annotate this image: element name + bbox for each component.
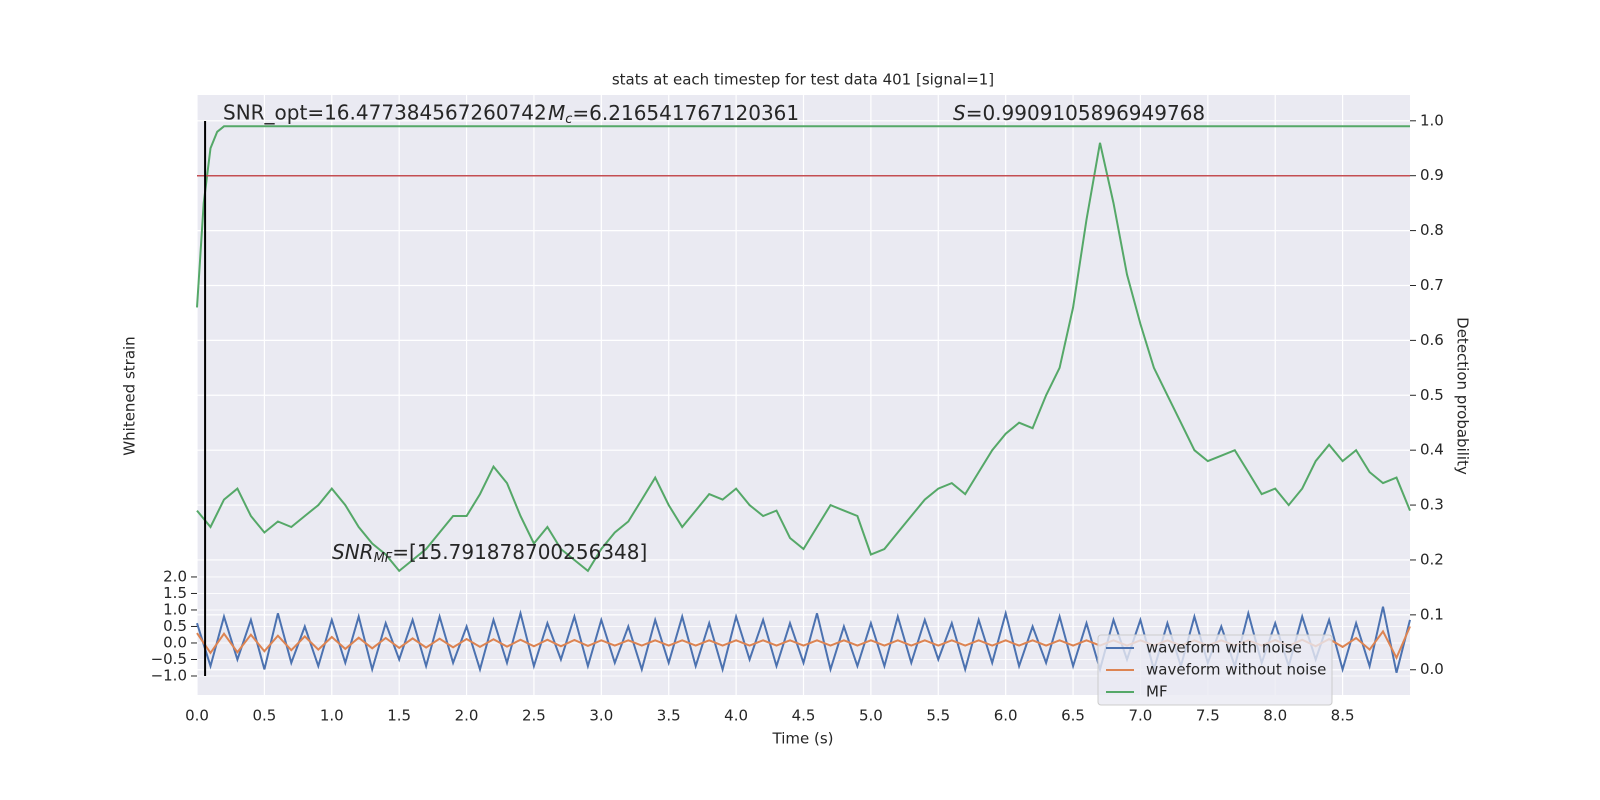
y-tick-label: 0.5: [163, 617, 187, 635]
y-tick-label: −1.0: [151, 666, 187, 684]
y2-tick-label: 0.8: [1420, 221, 1444, 239]
annotation-text: =0.9909105896949768: [966, 101, 1205, 125]
x-tick-label: 5.5: [926, 707, 950, 725]
y2-tick-label: 0.1: [1420, 605, 1444, 623]
x-tick-label: 4.0: [724, 707, 748, 725]
x-tick-label: 2.5: [522, 707, 546, 725]
series-line: [196, 125, 1410, 308]
annotation-symbol: M: [548, 101, 565, 125]
y2-tick-label: 0.9: [1420, 166, 1444, 184]
y2-tick-label: 0.4: [1420, 441, 1444, 459]
x-tick-label: 8.0: [1263, 707, 1287, 725]
y2-tick-label: 0.7: [1420, 276, 1444, 294]
annotation: SNRMF=[15.791878700256348]: [332, 540, 647, 566]
x-tick-label: 2.0: [455, 707, 479, 725]
annotation-subscript: c: [565, 112, 572, 127]
x-tick-label: 3.5: [657, 707, 681, 725]
y2-tick-label: 1.0: [1420, 111, 1444, 129]
y-axis-label: Whitened strain: [121, 336, 139, 455]
x-tick-label: 1.0: [320, 707, 344, 725]
x-tick-label: 7.5: [1196, 707, 1220, 725]
y2-axis-label: Detection probability: [1454, 317, 1472, 475]
x-tick-label: 6.0: [994, 707, 1018, 725]
annotation-symbol: SNR: [332, 540, 374, 564]
x-tick-label: 4.5: [792, 707, 816, 725]
annotation: S=0.9909105896949768: [953, 101, 1205, 125]
y-tick-label: 1.0: [163, 600, 187, 618]
x-tick-label: 6.5: [1061, 707, 1085, 725]
x-tick-label: 7.0: [1129, 707, 1153, 725]
y2-tick-label: 0.0: [1420, 660, 1444, 678]
y2-tick-label: 0.2: [1420, 550, 1444, 568]
y-tick-label: −0.5: [151, 650, 187, 668]
legend-label: waveform with noise: [1146, 639, 1302, 657]
annotation: SNR_opt=16.477384567260742: [223, 101, 547, 125]
x-tick-label: 3.0: [589, 707, 613, 725]
y-tick-label: 0.0: [163, 633, 187, 651]
legend: [1097, 634, 1333, 706]
y2-tick-label: 0.6: [1420, 331, 1444, 349]
y-tick-label: 1.5: [163, 584, 187, 602]
y2-tick-label: 0.5: [1420, 386, 1444, 404]
annotation-symbol: S: [953, 101, 966, 125]
legend-label: waveform without noise: [1146, 661, 1326, 679]
annotation-subscript: MF: [374, 551, 393, 566]
x-tick-label: 0.5: [252, 707, 276, 725]
x-tick-label: 8.5: [1331, 707, 1355, 725]
x-tick-label: 5.0: [859, 707, 883, 725]
x-tick-label: 0.0: [185, 707, 209, 725]
annotation-text: =[15.791878700256348]: [392, 540, 647, 564]
chart-title: stats at each timestep for test data 401…: [612, 71, 994, 89]
y2-tick-label: 0.3: [1420, 496, 1444, 514]
x-tick-label: 1.5: [387, 707, 411, 725]
x-axis-label: Time (s): [772, 730, 834, 748]
annotation: Mc=6.216541767120361: [548, 101, 799, 127]
series-line: [196, 142, 1411, 573]
annotation-text: =6.216541767120361: [572, 101, 799, 125]
legend-label: MF: [1146, 683, 1168, 701]
y-tick-label: 2.0: [163, 567, 187, 585]
